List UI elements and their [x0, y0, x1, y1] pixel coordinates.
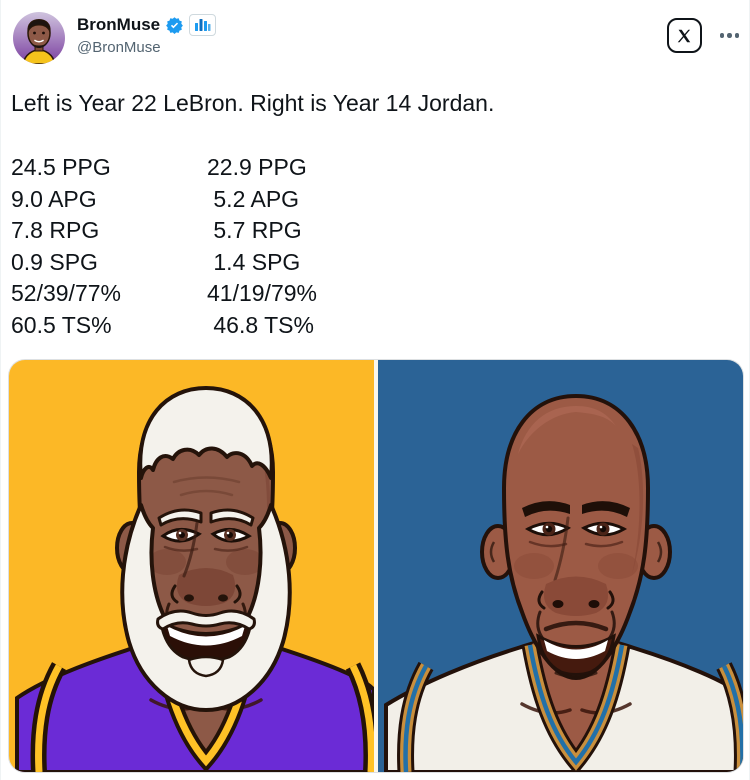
lebron-stat: 52/39/77% [11, 280, 121, 306]
avatar-lebron-cartoon [13, 12, 65, 64]
lebron-stat: 0.9 SPG [11, 248, 98, 275]
avatar[interactable] [13, 12, 65, 64]
user-handle[interactable]: @BronMuse [77, 39, 161, 56]
stats-row: 24.5 PPG 22.9 PPG [11, 152, 491, 184]
lebron-cartoon [9, 360, 374, 772]
grok-x-button[interactable] [666, 18, 702, 53]
tweet-header: BronMuse @BronMuse [13, 12, 741, 68]
jordan-stat: 22.9 PPG [207, 154, 307, 180]
identity-block: BronMuse @BronMuse [77, 14, 217, 58]
jordan-stat: 1.4 SPG [207, 248, 301, 275]
verified-badge-icon [166, 16, 184, 34]
jordan-portrait-panel[interactable] [378, 360, 743, 772]
stats-row: 7.8 RPG 5.7 RPG [11, 215, 491, 247]
dot [727, 33, 732, 38]
display-name[interactable]: BronMuse [77, 15, 161, 34]
lebron-portrait-panel[interactable] [9, 360, 374, 772]
jordan-stat: 5.7 RPG [207, 217, 302, 243]
jordan-stat: 46.8 TS% [207, 311, 314, 338]
lebron-stat: 7.8 RPG [11, 217, 100, 243]
x-logo-icon [677, 29, 691, 42]
stats-row: 52/39/77% 41/19/79% [11, 278, 491, 310]
lebron-stat: 24.5 PPG [11, 154, 111, 180]
professional-category-badge [189, 14, 217, 36]
dot [734, 33, 739, 38]
more-options-button[interactable] [718, 29, 742, 42]
stats-row: 60.5 TS% 46.8 TS% [11, 310, 491, 342]
header-actions [666, 18, 742, 53]
bar-chart-icon [195, 19, 211, 31]
stats-row: 9.0 APG 5.2 APG [11, 184, 491, 216]
tweet-text: Left is Year 22 LeBron. Right is Year 14… [11, 90, 495, 116]
jordan-cartoon [378, 360, 743, 772]
lebron-stat: 60.5 TS% [11, 311, 112, 338]
dot [719, 33, 724, 38]
stats-row: 0.9 SPG 1.4 SPG [11, 247, 491, 279]
lebron-stat: 9.0 APG [11, 185, 97, 212]
photo-divider [374, 360, 378, 772]
jordan-stat: 41/19/79% [207, 280, 317, 306]
stats-comparison-block: 24.5 PPG 22.9 PPG 9.0 APG 5.2 APG 7.8 RPG 5… [11, 152, 491, 341]
tweet-photo-lebron-vs-jordan[interactable] [9, 360, 743, 772]
jordan-stat: 5.2 APG [207, 185, 300, 212]
